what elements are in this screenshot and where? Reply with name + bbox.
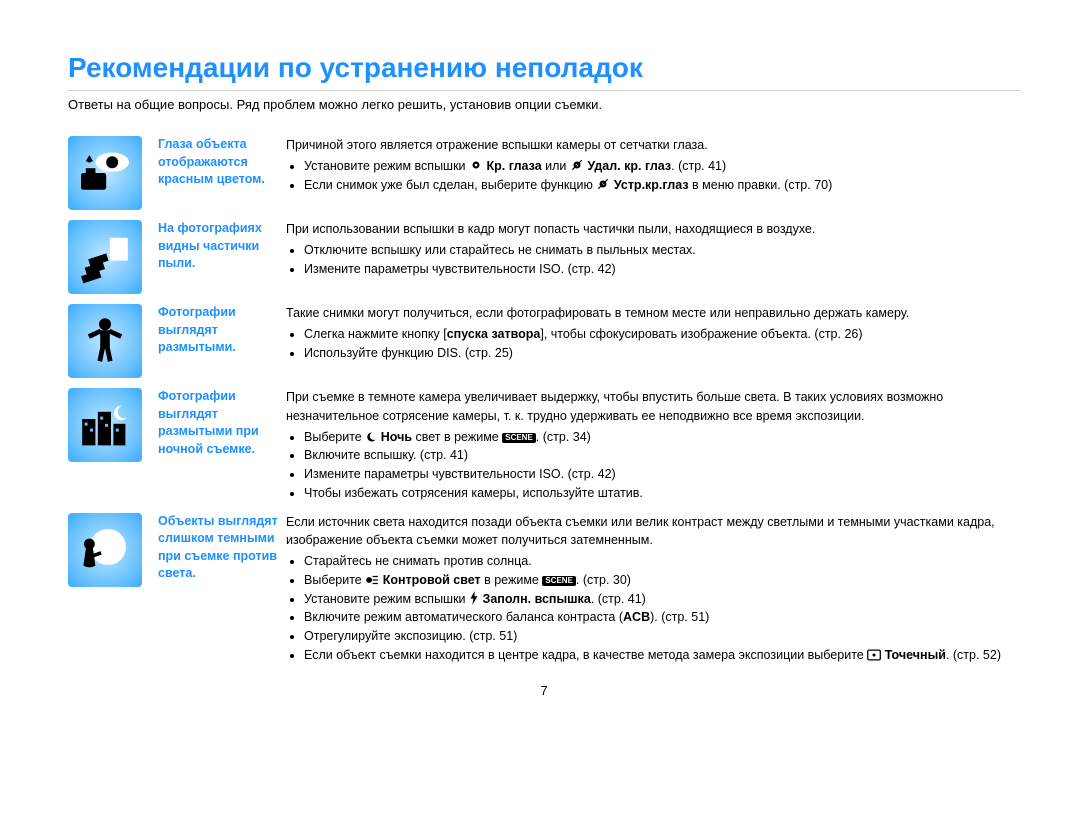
bullet-item: Выберите Ночь свет в режиме SCENE. (стр.… xyxy=(304,428,1020,447)
row-description: При использовании вспышки в кадр могут п… xyxy=(278,220,1020,278)
intro-text: Ответы на общие вопросы. Ряд проблем мож… xyxy=(68,97,1020,112)
bullet-item: Включите вспышку. (стр. 41) xyxy=(304,446,1020,465)
night-icon xyxy=(68,388,142,462)
row-description: Такие снимки могут получиться, если фото… xyxy=(278,304,1020,362)
row-heading: На фотографиях видны частички пыли. xyxy=(148,220,278,273)
troubleshooting-row: Глаза объекта отображаются красным цвето… xyxy=(68,136,1020,210)
bullet-item: Измените параметры чувствительности ISO.… xyxy=(304,260,1020,279)
bullet-item: Отрегулируйте экспозицию. (стр. 51) xyxy=(304,627,1020,646)
row-bullets: Установите режим вспышки Кр. глаза или У… xyxy=(286,157,1020,195)
bullet-item: Измените параметры чувствительности ISO.… xyxy=(304,465,1020,484)
row-lead: Причиной этого является отражение вспышк… xyxy=(286,136,1020,155)
row-description: При съемке в темноте камера увеличивает … xyxy=(278,388,1020,503)
row-lead: Если источник света находится позади объ… xyxy=(286,513,1020,551)
dust-icon xyxy=(68,220,142,294)
row-bullets: Слегка нажмите кнопку [спуска затвора], … xyxy=(286,325,1020,363)
bullet-item: Выберите Контровой свет в режиме SCENE. … xyxy=(304,571,1020,590)
troubleshooting-row: На фотографиях видны частички пыли. При и… xyxy=(68,220,1020,294)
bullet-item: Используйте функцию DIS. (стр. 25) xyxy=(304,344,1020,363)
row-bullets: Отключите вспышку или старайтесь не сним… xyxy=(286,241,1020,279)
bullet-item: Чтобы избежать сотрясения камеры, исполь… xyxy=(304,484,1020,503)
troubleshooting-row: Фотографии выглядят размытыми при ночной… xyxy=(68,388,1020,503)
row-description: Если источник света находится позади объ… xyxy=(278,513,1020,665)
troubleshooting-table: Глаза объекта отображаются красным цвето… xyxy=(68,136,1020,665)
row-bullets: Старайтесь не снимать против солнца.Выбе… xyxy=(286,552,1020,665)
troubleshooting-row: Объекты выглядят слишком темными при съе… xyxy=(68,513,1020,665)
row-lead: При съемке в темноте камера увеличивает … xyxy=(286,388,1020,426)
page-number: 7 xyxy=(68,683,1020,698)
bullet-item: Если снимок уже был сделан, выберите фун… xyxy=(304,176,1020,195)
backlight-icon xyxy=(68,513,142,587)
troubleshooting-row: Фотографии выглядят размытыми. Такие сним… xyxy=(68,304,1020,378)
row-heading: Фотографии выглядят размытыми. xyxy=(148,304,278,357)
bullet-item: Старайтесь не снимать против солнца. xyxy=(304,552,1020,571)
bullet-item: Включите режим автоматического баланса к… xyxy=(304,608,1020,627)
row-heading: Фотографии выглядят размытыми при ночной… xyxy=(148,388,278,458)
bullet-item: Если объект съемки находится в центре ка… xyxy=(304,646,1020,665)
row-heading: Глаза объекта отображаются красным цвето… xyxy=(148,136,278,189)
blurry-icon xyxy=(68,304,142,378)
row-lead: При использовании вспышки в кадр могут п… xyxy=(286,220,1020,239)
bullet-item: Установите режим вспышки Кр. глаза или У… xyxy=(304,157,1020,176)
redeye-icon xyxy=(68,136,142,210)
row-bullets: Выберите Ночь свет в режиме SCENE. (стр.… xyxy=(286,428,1020,503)
row-heading: Объекты выглядят слишком темными при съе… xyxy=(148,513,278,583)
bullet-item: Слегка нажмите кнопку [спуска затвора], … xyxy=(304,325,1020,344)
bullet-item: Отключите вспышку или старайтесь не сним… xyxy=(304,241,1020,260)
bullet-item: Установите режим вспышки Заполн. вспышка… xyxy=(304,590,1020,609)
row-description: Причиной этого является отражение вспышк… xyxy=(278,136,1020,194)
row-lead: Такие снимки могут получиться, если фото… xyxy=(286,304,1020,323)
page-title: Рекомендации по устранению неполадок xyxy=(68,52,1020,91)
